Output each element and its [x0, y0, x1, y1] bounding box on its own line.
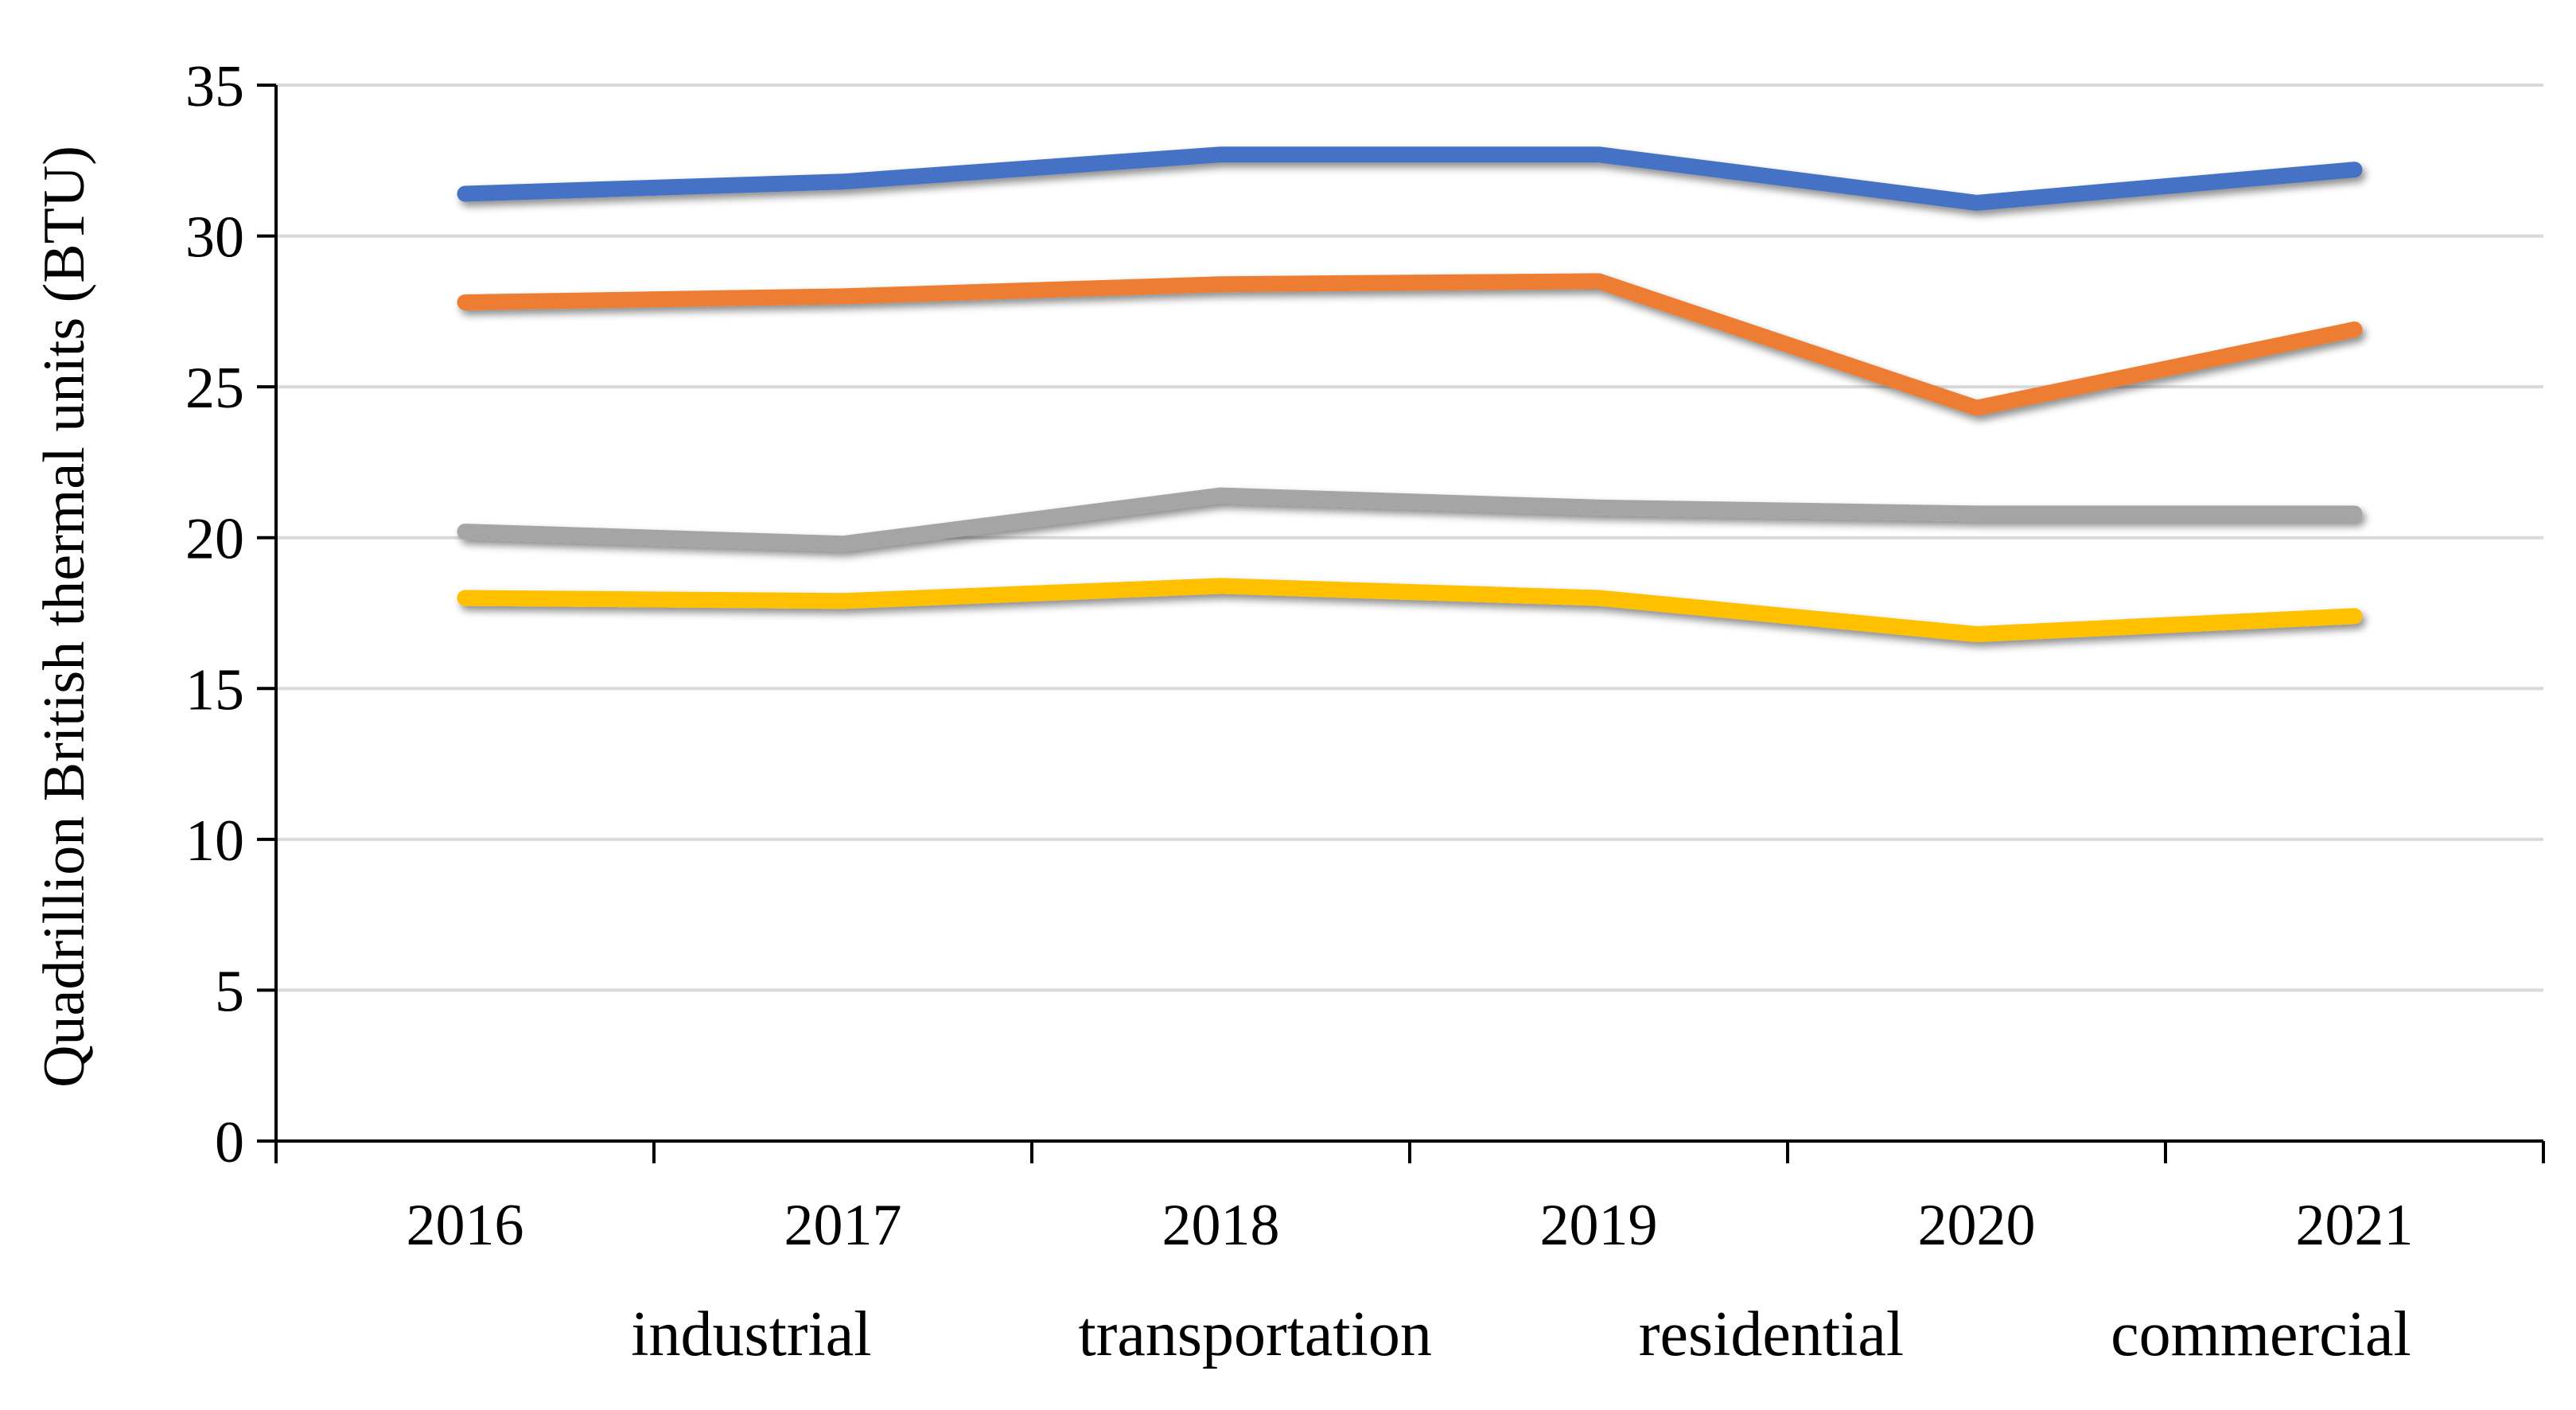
legend-label: transportation [1079, 1299, 1432, 1369]
y-tick-label: 10 [185, 808, 244, 874]
y-tick-label: 0 [215, 1110, 244, 1175]
x-tick-label: 2020 [1918, 1193, 2036, 1258]
axes [257, 84, 2545, 1163]
series-lines [457, 146, 2363, 642]
series-line-residential [457, 487, 2363, 552]
x-tick-label: 2021 [2296, 1193, 2414, 1258]
legend-item-industrial: industrial [496, 1299, 871, 1369]
y-tick-label: 30 [185, 205, 244, 271]
series-line-commercial [457, 578, 2363, 642]
y-tick-labels: 0 5 10 15 20 25 30 35 [185, 54, 244, 1175]
series-line-transportation [457, 273, 2363, 416]
y-axis-title: Quadrillion British thermal units (BTU) [32, 146, 97, 1088]
series-line-industrial [457, 146, 2363, 211]
x-tick-label: 2017 [784, 1193, 902, 1258]
legend-label: industrial [631, 1299, 871, 1369]
x-tick-label: 2019 [1540, 1193, 1658, 1258]
legend-item-transportation: transportation [943, 1299, 1432, 1369]
legend-label: commercial [2111, 1299, 2411, 1369]
y-tick-label: 5 [215, 959, 244, 1024]
x-tick-label: 2018 [1162, 1193, 1280, 1258]
y-tick-label: 25 [185, 356, 244, 421]
y-tick-label: 35 [185, 54, 244, 119]
y-tick-label: 15 [185, 657, 244, 723]
legend: industrial transportation residential comme… [496, 1299, 2411, 1369]
legend-item-commercial: commercial [1975, 1299, 2411, 1369]
x-tick-label: 2016 [407, 1193, 524, 1258]
y-tick-label: 20 [185, 507, 244, 572]
x-tick-labels: 2016 2017 2018 2019 2020 2021 [407, 1193, 2414, 1258]
legend-label: residential [1639, 1299, 1904, 1369]
legend-item-residential: residential [1503, 1299, 1904, 1369]
